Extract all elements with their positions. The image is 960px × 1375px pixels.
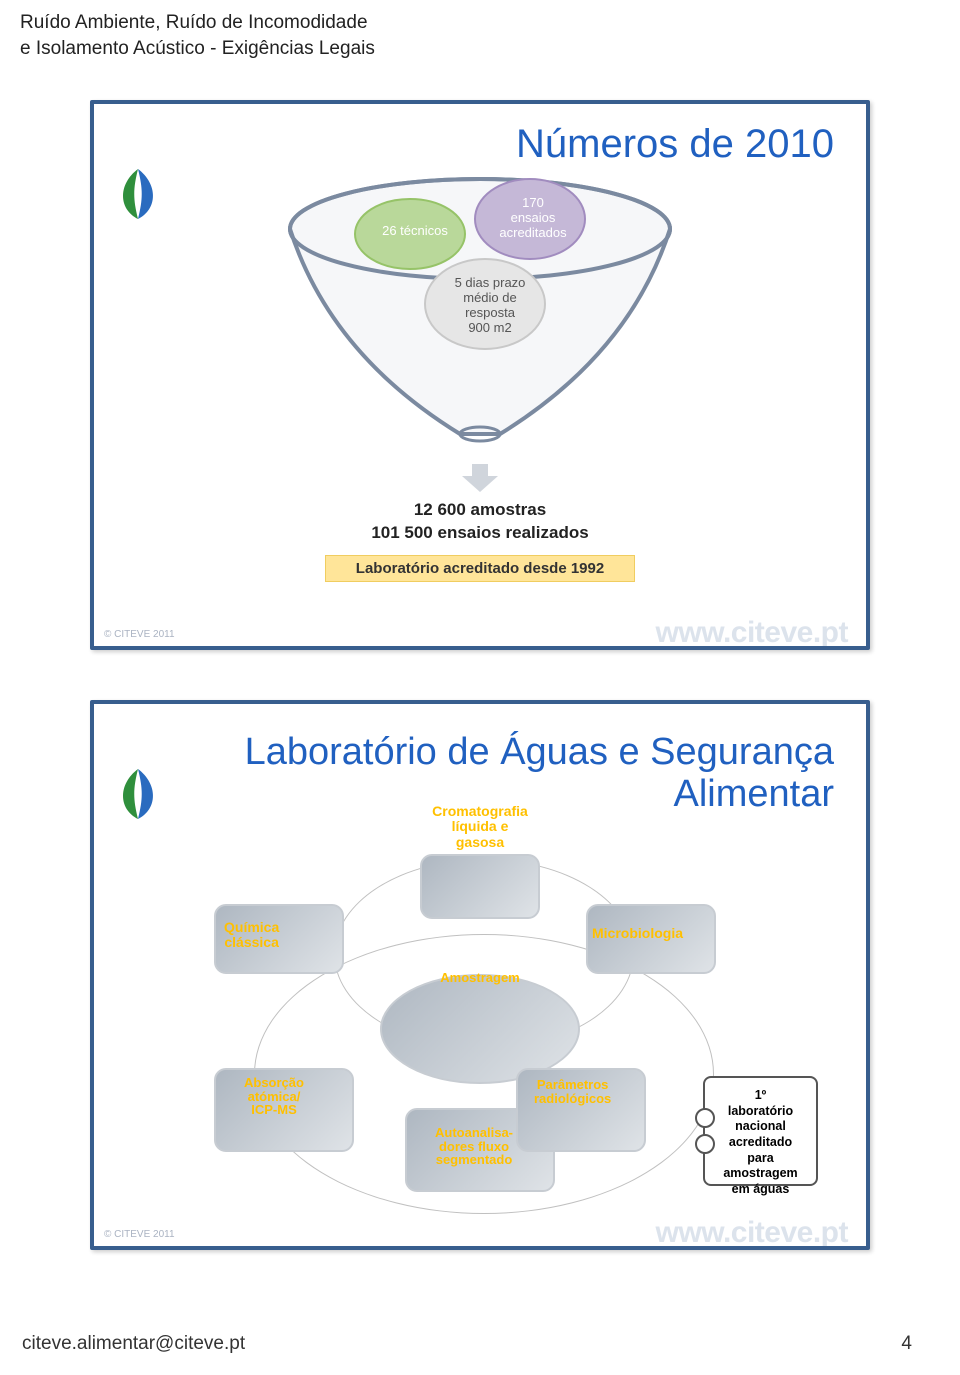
- leaf-logo-icon: [108, 164, 168, 224]
- footer-page-number: 4: [901, 1333, 912, 1355]
- site-ghost-1: www.citeve.pt: [656, 616, 848, 650]
- node-absorcao: Absorçãoatómica/ICP-MS: [214, 1068, 354, 1152]
- arrow-down-icon: [462, 464, 498, 497]
- footer-email: citeve.alimentar@citeve.pt: [22, 1333, 245, 1355]
- out-line2: 101 500 ensaios realizados: [325, 522, 635, 545]
- bubble-purple-label: 170ensaiosacreditados: [488, 196, 578, 241]
- crom-photo: [420, 854, 540, 919]
- micro-label: Microbiologia: [592, 926, 683, 941]
- page-header: Ruído Ambiente, Ruído de Incomodidade e …: [20, 10, 375, 61]
- funnel-output: 12 600 amostras 101 500 ensaios realizad…: [325, 499, 635, 582]
- slide-1: Números de 2010 26 técnicos 170ensaio: [90, 100, 870, 650]
- header-line2: e Isolamento Acústico - Exigências Legai…: [20, 38, 375, 59]
- node-microbiologia: Microbiologia: [586, 904, 716, 974]
- copyright-1: © CITEVE 2011: [104, 629, 175, 640]
- crom-label: Cromatografialíquida egasosa: [420, 804, 540, 850]
- slide1-title: Números de 2010: [516, 122, 834, 166]
- bubble-green-label: 26 técnicos: [370, 224, 460, 239]
- yellow-accreditation: Laboratório acreditado desde 1992: [325, 555, 635, 582]
- auto-label: Autoanalisa-dores fluxosegmentado: [435, 1126, 513, 1167]
- rad-label: Parâmetrosradiológicos: [534, 1078, 611, 1105]
- copyright-2: © CITEVE 2011: [104, 1229, 175, 1240]
- leaf-logo-icon: [108, 764, 168, 824]
- header-line1: Ruído Ambiente, Ruído de Incomodidade: [20, 12, 368, 33]
- quimica-label: Químicaclássica: [224, 920, 279, 949]
- out-line1: 12 600 amostras: [325, 499, 635, 522]
- node-quimica: Químicaclássica: [214, 904, 344, 974]
- bubble-grey-label: 5 dias prazomédio deresposta900 m2: [440, 276, 540, 336]
- amostragem-label: Amostragem: [440, 970, 519, 985]
- site-ghost-2: www.citeve.pt: [656, 1216, 848, 1250]
- node-cromatografia: Cromatografialíquida egasosa: [420, 804, 540, 919]
- funnel-diagram: 26 técnicos 170ensaiosacreditados 5 dias…: [270, 174, 690, 454]
- abs-label: Absorçãoatómica/ICP-MS: [244, 1076, 304, 1117]
- badge-1o-laboratorio: 1ºlaboratórionacionalacreditadoparaamost…: [703, 1076, 818, 1186]
- node-radiologicos: Parâmetrosradiológicos: [516, 1068, 646, 1152]
- slide-2: Laboratório de Águas e SegurançaAlimenta…: [90, 700, 870, 1250]
